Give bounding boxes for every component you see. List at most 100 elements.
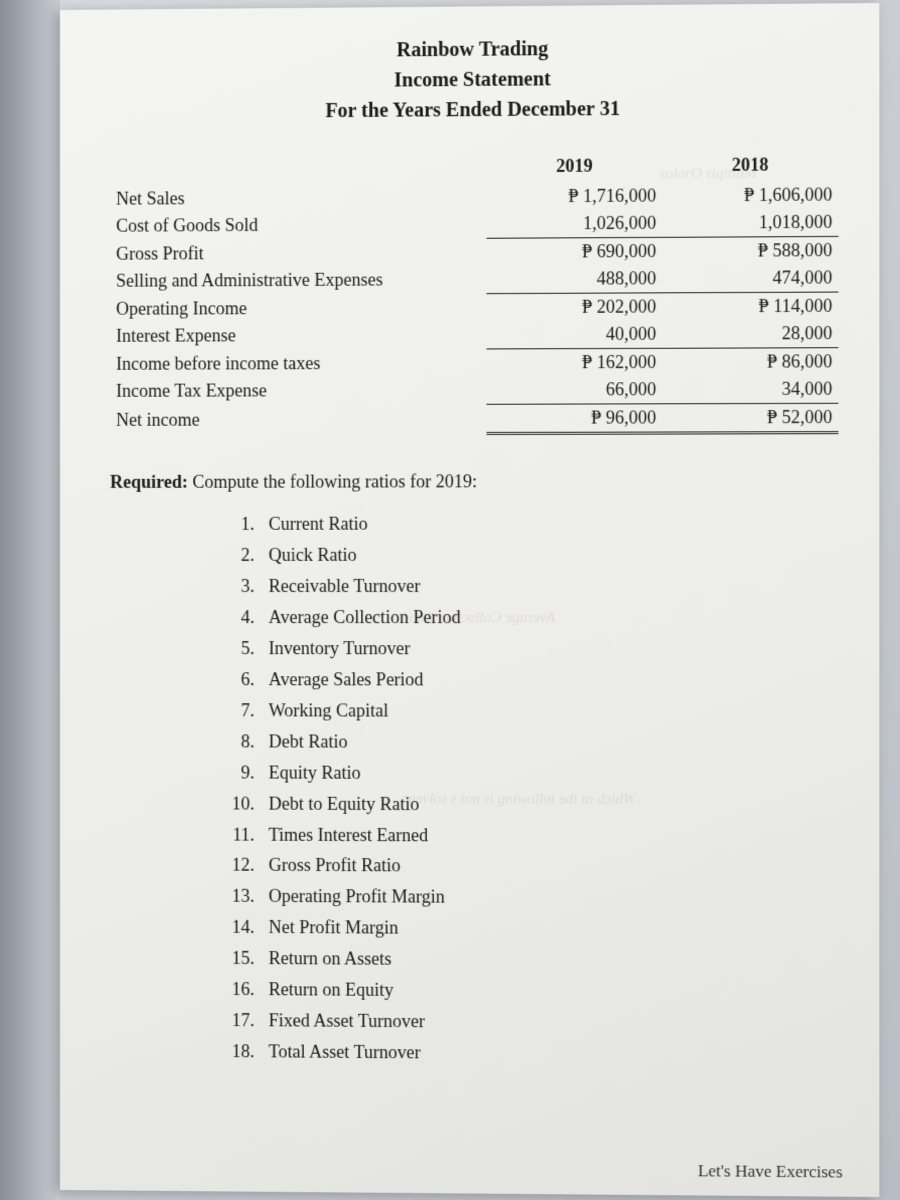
statement-header: Rainbow Trading Income Statement For the…: [110, 32, 838, 128]
list-item: 6. Average Sales Period: [220, 664, 838, 696]
income-statement-table: 2019 2018 Net Sales₱ 1,716,000₱ 1,606,00…: [110, 151, 838, 436]
table-row: Income Tax Expense66,00034,000: [110, 375, 838, 405]
page-footer: Let's Have Exercises: [698, 1161, 843, 1182]
value-2019: ₱ 1,716,000: [487, 182, 662, 210]
value-2019: ₱ 162,000: [487, 348, 662, 376]
list-number: 3.: [220, 571, 254, 602]
list-item: 18. Total Asset Turnover: [220, 1036, 838, 1071]
list-number: 9.: [220, 757, 254, 788]
required-text: Compute the following ratios for 2019:: [192, 471, 477, 492]
ratio-name: Times Interest Earned: [269, 824, 429, 845]
ratio-name: Debt Ratio: [269, 731, 348, 751]
list-item: 8. Debt Ratio: [220, 726, 838, 758]
value-2018: ₱ 588,000: [662, 236, 838, 265]
value-2018: 34,000: [662, 375, 838, 403]
value-2019: ₱ 96,000: [487, 404, 662, 434]
table-header-row: 2019 2018: [110, 151, 838, 186]
ratio-name: Average Collection Period: [269, 607, 461, 627]
table-row: Gross Profit₱ 690,000₱ 588,000: [110, 236, 838, 267]
list-item: 4. Average Collection Period: [220, 602, 838, 633]
list-number: 2.: [220, 540, 254, 571]
list-number: 4.: [220, 602, 254, 633]
value-2018: ₱ 114,000: [662, 292, 838, 321]
value-2019: 1,026,000: [487, 210, 662, 239]
table-row: Operating Income₱ 202,000₱ 114,000: [110, 292, 838, 323]
value-2019: ₱ 690,000: [487, 237, 662, 266]
ratio-name: Net Profit Margin: [269, 917, 399, 938]
table-row: Cost of Goods Sold1,026,0001,018,000: [110, 209, 838, 241]
value-2018: ₱ 1,606,000: [662, 181, 838, 209]
textbook-page: Rainbow Trading Income Statement For the…: [60, 3, 879, 1197]
list-item: 2. Quick Ratio: [220, 539, 838, 571]
list-item: 17. Fixed Asset Turnover: [220, 1005, 838, 1040]
ratio-name: Return on Assets: [269, 948, 392, 969]
required-prefix: Required:: [110, 472, 188, 492]
list-item: 11. Times Interest Earned: [220, 819, 838, 852]
line-item-label: Selling and Administrative Expenses: [110, 266, 487, 295]
list-number: 10.: [220, 788, 254, 819]
ratio-name: Operating Profit Margin: [269, 886, 445, 907]
value-2018: ₱ 52,000: [662, 403, 838, 433]
ratio-name: Gross Profit Ratio: [269, 855, 401, 876]
list-number: 15.: [220, 943, 254, 974]
line-item-label: Net income: [110, 404, 487, 434]
value-2018: ₱ 86,000: [662, 348, 838, 376]
line-item-label: Income Tax Expense: [110, 377, 487, 406]
line-item-label: Interest Expense: [110, 321, 487, 350]
ratio-name: Equity Ratio: [269, 762, 361, 782]
list-number: 16.: [220, 974, 254, 1005]
list-item: 9. Equity Ratio: [220, 757, 838, 790]
table-row: Net Sales₱ 1,716,000₱ 1,606,000: [110, 181, 838, 212]
ratio-name: Working Capital: [269, 700, 389, 720]
list-number: 11.: [220, 819, 254, 850]
year-1: 2019: [487, 152, 662, 183]
required-line: Required: Compute the following ratios f…: [110, 471, 838, 493]
list-item: 10. Debt to Equity Ratio: [220, 788, 838, 821]
value-2019: 488,000: [487, 265, 662, 294]
value-2018: 1,018,000: [662, 209, 838, 238]
list-item: 13. Operating Profit Margin: [220, 881, 838, 915]
list-number: 18.: [220, 1036, 254, 1067]
list-item: 14. Net Profit Margin: [220, 912, 838, 946]
line-item-label: Net Sales: [110, 183, 487, 212]
list-number: 7.: [220, 695, 254, 726]
statement-period: For the Years Ended December 31: [110, 92, 838, 127]
list-number: 8.: [220, 726, 254, 757]
value-2018: 474,000: [662, 264, 838, 293]
table-row: Income before income taxes₱ 162,000₱ 86,…: [110, 348, 838, 378]
ratio-name: Fixed Asset Turnover: [269, 1010, 425, 1031]
list-item: 3. Receivable Turnover: [220, 571, 838, 602]
value-2018: 28,000: [662, 320, 838, 348]
line-item-label: Cost of Goods Sold: [110, 211, 487, 241]
line-item-label: Income before income taxes: [110, 349, 487, 378]
ratio-name: Average Sales Period: [269, 669, 424, 689]
ratio-name: Current Ratio: [269, 514, 368, 534]
ratio-name: Total Asset Turnover: [269, 1042, 421, 1063]
list-item: 7. Working Capital: [220, 695, 838, 727]
table-row: Net income₱ 96,000₱ 52,000: [110, 403, 838, 434]
list-number: 1.: [220, 509, 254, 540]
table-row: Interest Expense40,00028,000: [110, 320, 838, 350]
line-item-label: Gross Profit: [110, 238, 487, 267]
list-item: 1. Current Ratio: [220, 508, 838, 540]
ratio-name: Quick Ratio: [269, 545, 357, 565]
value-2019: 40,000: [487, 321, 662, 349]
ratio-name: Return on Equity: [269, 979, 394, 1000]
ratio-name: Inventory Turnover: [269, 638, 411, 658]
list-item: 12. Gross Profit Ratio: [220, 850, 838, 884]
list-number: 14.: [220, 912, 254, 943]
list-number: 5.: [220, 633, 254, 664]
line-item-label: Operating Income: [110, 294, 487, 323]
ratios-list: 1. Current Ratio 2. Quick Ratio 3. Receivable…: [220, 508, 838, 1071]
ratio-name: Debt to Equity Ratio: [269, 793, 420, 814]
list-number: 13.: [220, 881, 254, 912]
list-number: 17.: [220, 1005, 254, 1036]
list-number: 6.: [220, 664, 254, 695]
value-2019: 66,000: [487, 376, 662, 404]
year-2: 2018: [662, 151, 838, 182]
list-number: 12.: [220, 850, 254, 881]
ratio-name: Receivable Turnover: [269, 576, 421, 596]
list-item: 16. Return on Equity: [220, 974, 838, 1009]
list-item: 5. Inventory Turnover: [220, 633, 838, 665]
list-item: 15. Return on Assets: [220, 943, 838, 977]
